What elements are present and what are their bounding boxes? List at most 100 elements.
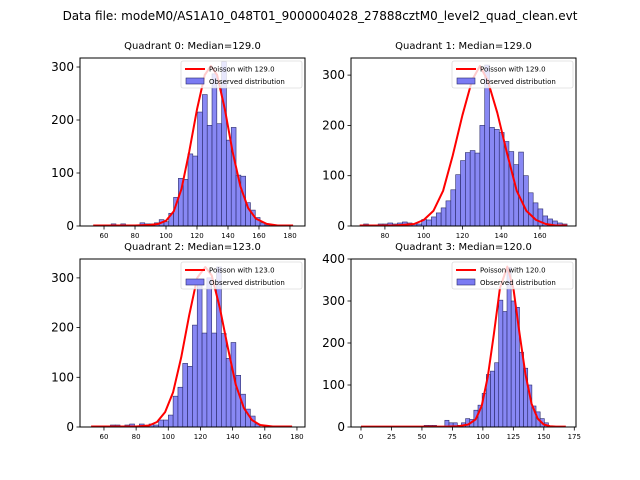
histogram-bar	[484, 64, 490, 226]
subplot-title: Quadrant 1: Median=129.0	[395, 41, 532, 52]
figure-suptitle: Data file: modeM0/AS1A10_048T01_90000040…	[62, 9, 578, 23]
x-tick-label: 100	[476, 433, 489, 441]
histogram-bar	[216, 123, 222, 226]
histogram-bar	[225, 358, 232, 427]
axes-frame	[350, 57, 577, 227]
histogram-bar	[523, 175, 529, 226]
histogram-bar	[211, 73, 218, 226]
legend: Poisson with 129.0 Observed distribution	[180, 60, 303, 89]
histogram-bar	[192, 155, 198, 226]
x-tick-label: 175	[568, 433, 581, 441]
x-tick-label: 100	[159, 232, 172, 240]
histogram-bar	[177, 386, 184, 427]
subplot-title: Quadrant 2: Median=123.0	[124, 242, 261, 253]
legend-bar-swatch	[456, 278, 476, 286]
y-tick-label: 100	[322, 378, 345, 392]
histogram-bar	[479, 125, 486, 226]
subplot-title: Quadrant 3: Median=120.0	[395, 242, 532, 253]
histogram-bar	[518, 151, 524, 226]
histogram-bar	[465, 152, 471, 226]
legend-bar-swatch	[185, 278, 205, 286]
histogram-bar	[502, 311, 508, 427]
x-tick-label: 180	[283, 232, 296, 240]
histogram-bar	[440, 207, 447, 226]
poisson-curve	[361, 265, 566, 427]
histogram-bar	[431, 216, 437, 226]
x-tick-label: 140	[221, 232, 234, 240]
histogram-bar	[182, 179, 189, 226]
histogram-bar	[489, 127, 495, 226]
plot-area	[361, 265, 566, 427]
x-tick-label: 25	[387, 433, 396, 441]
x-tick-label: 100	[162, 433, 175, 441]
y-tick-label: 200	[51, 113, 74, 127]
subplot-quadrant-3: Quadrant 3: Median=120.0 0 25 50 75 100 125 150…	[322, 242, 581, 441]
histogram-bar	[450, 189, 456, 226]
histogram-bar	[221, 333, 227, 427]
x-tick-label: 100	[417, 232, 430, 240]
histogram-bar	[201, 332, 208, 427]
y-tick-label: 300	[322, 294, 345, 308]
subplot-quadrant-2: Quadrant 2: Median=123.0 60 80 100 120 140 160…	[51, 242, 306, 441]
legend-bar-swatch	[185, 77, 205, 85]
histogram-bar	[506, 267, 512, 427]
histogram-bar	[206, 277, 213, 427]
histogram-bar	[445, 200, 452, 226]
legend-label-observed: Observed distribution	[480, 78, 556, 86]
y-tick-label: 300	[51, 60, 74, 74]
x-tick-label: 120	[456, 232, 469, 240]
y-tick-label: 200	[51, 321, 74, 335]
plot-area	[93, 61, 294, 226]
axes-frame	[79, 258, 306, 428]
histogram-bar	[532, 202, 539, 226]
legend-label-poisson: Poisson with 123.0	[209, 267, 275, 275]
histogram-bar	[196, 284, 203, 427]
x-tick-label: 160	[533, 232, 546, 240]
x-tick-label: 125	[507, 433, 520, 441]
legend-box	[180, 60, 303, 89]
histogram-bar	[202, 94, 208, 226]
histogram-bar	[254, 217, 261, 226]
histogram-bar	[469, 150, 476, 226]
histogram-bar	[435, 212, 442, 226]
legend-box	[451, 60, 574, 89]
y-tick-label: 200	[322, 336, 345, 350]
legend-label-poisson: Poisson with 120.0	[480, 267, 546, 275]
histogram-bar	[230, 127, 237, 226]
x-tick-label: 120	[190, 232, 203, 240]
histogram-bar	[494, 129, 500, 226]
histogram-bar	[494, 362, 500, 427]
histogram-bar	[510, 300, 516, 427]
x-tick-label: 140	[226, 433, 239, 441]
legend-label-poisson: Poisson with 129.0	[209, 66, 275, 74]
legend-label-observed: Observed distribution	[480, 279, 556, 287]
x-tick-label: 80	[380, 232, 389, 240]
legend-bar-swatch	[456, 77, 476, 85]
legend-box	[451, 261, 574, 290]
histogram-bar	[498, 132, 505, 226]
y-tick-label: 0	[337, 219, 345, 233]
x-tick-label: 60	[100, 232, 109, 240]
histogram-bar	[182, 363, 188, 427]
y-tick-label: 100	[322, 169, 345, 183]
histogram-bar	[163, 221, 170, 226]
histogram-bar	[528, 192, 534, 226]
x-tick-label: 150	[537, 433, 550, 441]
x-tick-label: 180	[290, 433, 303, 441]
histogram-bar	[226, 139, 232, 226]
legend-label-observed: Observed distribution	[209, 78, 285, 86]
y-tick-label: 200	[322, 118, 345, 132]
legend: Poisson with 129.0 Observed distribution	[451, 60, 574, 89]
histogram-bar	[426, 219, 432, 226]
x-tick-label: 75	[448, 433, 457, 441]
histogram-bar	[197, 111, 203, 226]
poisson-curve	[93, 64, 294, 226]
legend: Poisson with 120.0 Observed distribution	[451, 261, 574, 290]
histogram-bar	[211, 332, 217, 427]
x-tick-label: 160	[258, 433, 271, 441]
x-tick-label: 140	[495, 232, 508, 240]
histogram-bar	[460, 160, 466, 226]
y-tick-label: 400	[322, 252, 345, 266]
y-tick-label: 300	[322, 68, 345, 82]
